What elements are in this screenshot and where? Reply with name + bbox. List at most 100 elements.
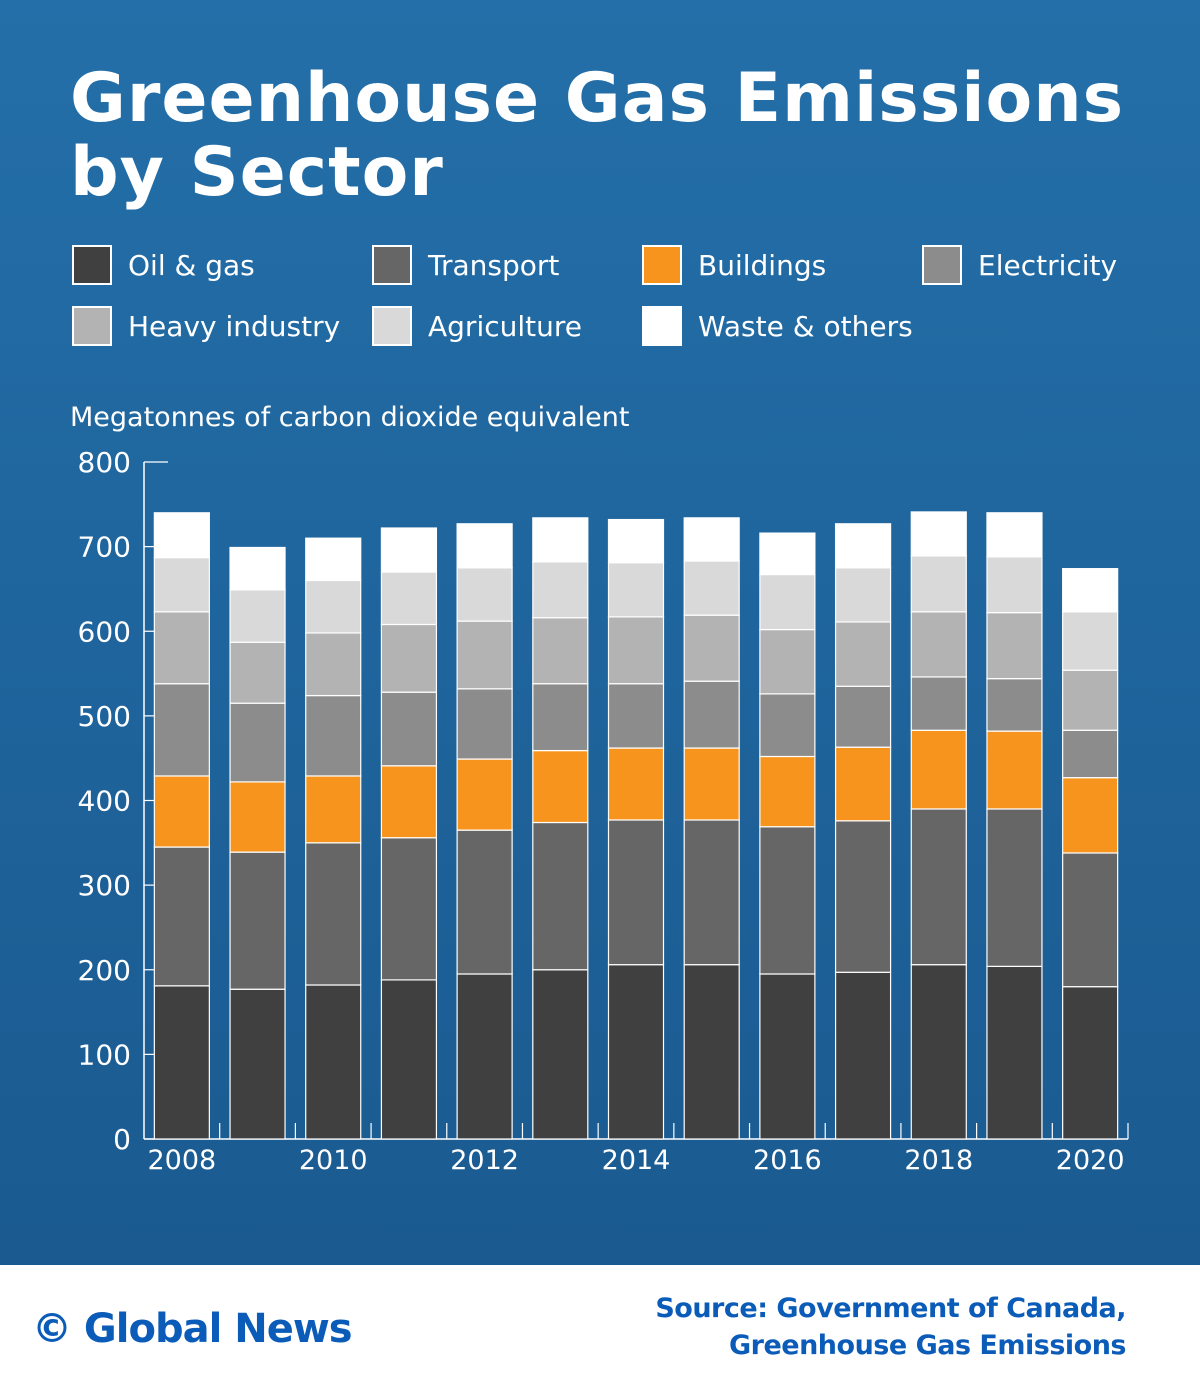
bar-segment: [532, 683, 589, 752]
bar-segment: [759, 973, 816, 1140]
bar-segment: [834, 820, 892, 973]
bar-segment: [607, 683, 665, 749]
legend-label: Buildings: [698, 248, 827, 282]
bar-segment: [683, 614, 740, 682]
bar-segment: [683, 680, 740, 749]
bar-segment: [380, 765, 438, 839]
bar-segment: [683, 819, 740, 966]
bar-segment: [759, 532, 816, 576]
legend-label: Agriculture: [428, 309, 582, 343]
bar-segment: [229, 546, 286, 591]
bar-segment: [380, 837, 438, 981]
legend-item: Electricity: [922, 245, 1117, 285]
bar-segment: [153, 846, 210, 987]
bar-segment: [305, 632, 362, 697]
legend-label: Oil & gas: [128, 248, 255, 282]
x-tick-label: 2010: [299, 1145, 368, 1176]
bar-segment: [380, 571, 438, 626]
bar-segment: [986, 808, 1043, 967]
bar-segment: [1062, 986, 1119, 1140]
bar-segment: [229, 851, 286, 990]
legend-swatch: [922, 245, 962, 285]
bar-segment: [834, 567, 892, 623]
bar-segment: [607, 562, 665, 618]
bar-segment: [532, 517, 589, 563]
bar-segment: [910, 611, 967, 678]
bar-segment: [305, 694, 362, 777]
bar-segment: [1062, 611, 1119, 671]
x-tick-label: 2020: [1056, 1145, 1125, 1176]
bar-segment: [153, 683, 210, 777]
bar-segment: [532, 617, 589, 685]
legend-label: Electricity: [978, 248, 1118, 282]
bar-segment: [607, 964, 665, 1140]
bar-segment: [910, 808, 967, 966]
legend-item: Waste & others: [642, 306, 913, 346]
bar-segment: [986, 678, 1043, 732]
bar-segment: [380, 979, 438, 1140]
bar-segment: [986, 512, 1043, 558]
bar-segment: [683, 747, 740, 821]
bar-segment: [456, 758, 513, 831]
legend-item: Transport: [372, 245, 559, 285]
bar-segment: [910, 729, 967, 810]
bar-segment: [380, 691, 438, 767]
bar-segment: [456, 829, 513, 975]
bar-segment: [153, 775, 210, 848]
bar-segment: [532, 561, 589, 619]
bar-segment: [986, 556, 1043, 614]
bar-segment: [910, 511, 967, 557]
bar-segment: [910, 964, 967, 1140]
bar-segment: [1062, 568, 1119, 613]
bar-segment: [683, 964, 740, 1140]
bar-segment: [1062, 669, 1119, 731]
legend-swatch: [372, 306, 412, 346]
legend-swatch: [642, 245, 682, 285]
bar-segment: [683, 517, 740, 562]
source-line-2: Greenhouse Gas Emissions: [728, 1330, 1127, 1361]
bar-segment: [153, 611, 210, 685]
legend-label: Transport: [428, 248, 560, 282]
bar-segment: [456, 620, 513, 690]
bar-segment: [607, 819, 665, 966]
bar-segment: [229, 988, 286, 1140]
y-tick-label: 0: [113, 1123, 131, 1156]
title-line-2: by Sector: [70, 133, 444, 212]
bar-segment: [759, 826, 816, 975]
bar-segment: [986, 730, 1043, 810]
y-tick-label: 100: [78, 1038, 131, 1071]
legend-label: Waste & others: [698, 309, 913, 343]
bar-segment: [1062, 852, 1119, 988]
x-tick-label: 2008: [147, 1145, 216, 1176]
bar-segment: [607, 518, 665, 564]
bar-segment: [910, 676, 967, 731]
x-tick-label: 2018: [904, 1145, 973, 1176]
legend-item: Agriculture: [372, 306, 582, 346]
x-tick-label: 2012: [450, 1145, 519, 1176]
bar-segment: [759, 755, 816, 828]
bar-segment: [607, 747, 665, 821]
bar-segment: [229, 702, 286, 783]
bar-segment: [986, 612, 1043, 680]
bar-segment: [759, 693, 816, 758]
global-news-logo: © Global News: [32, 1306, 353, 1352]
legend-swatch: [72, 245, 112, 285]
y-tick-label: 400: [78, 785, 131, 818]
bar-segment: [305, 842, 362, 986]
legend-swatch: [372, 245, 412, 285]
legend: Oil & gas Transport Buildings Electricity He…: [72, 245, 1172, 355]
legend-swatch: [642, 306, 682, 346]
bar-segment: [532, 749, 589, 824]
legend-swatch: [72, 306, 112, 346]
bar-segment: [683, 560, 740, 616]
title-line-1: Greenhouse Gas Emissions: [70, 59, 1125, 138]
y-tick-label: 200: [78, 954, 131, 987]
bar-segment: [759, 573, 816, 631]
bar-segment: [305, 579, 362, 634]
bar-segment: [759, 628, 816, 695]
bar-segment: [229, 781, 286, 853]
bar-segment: [456, 523, 513, 569]
bar-segment: [305, 984, 362, 1140]
bar-segment: [834, 523, 892, 569]
y-tick-label: 500: [78, 700, 131, 733]
